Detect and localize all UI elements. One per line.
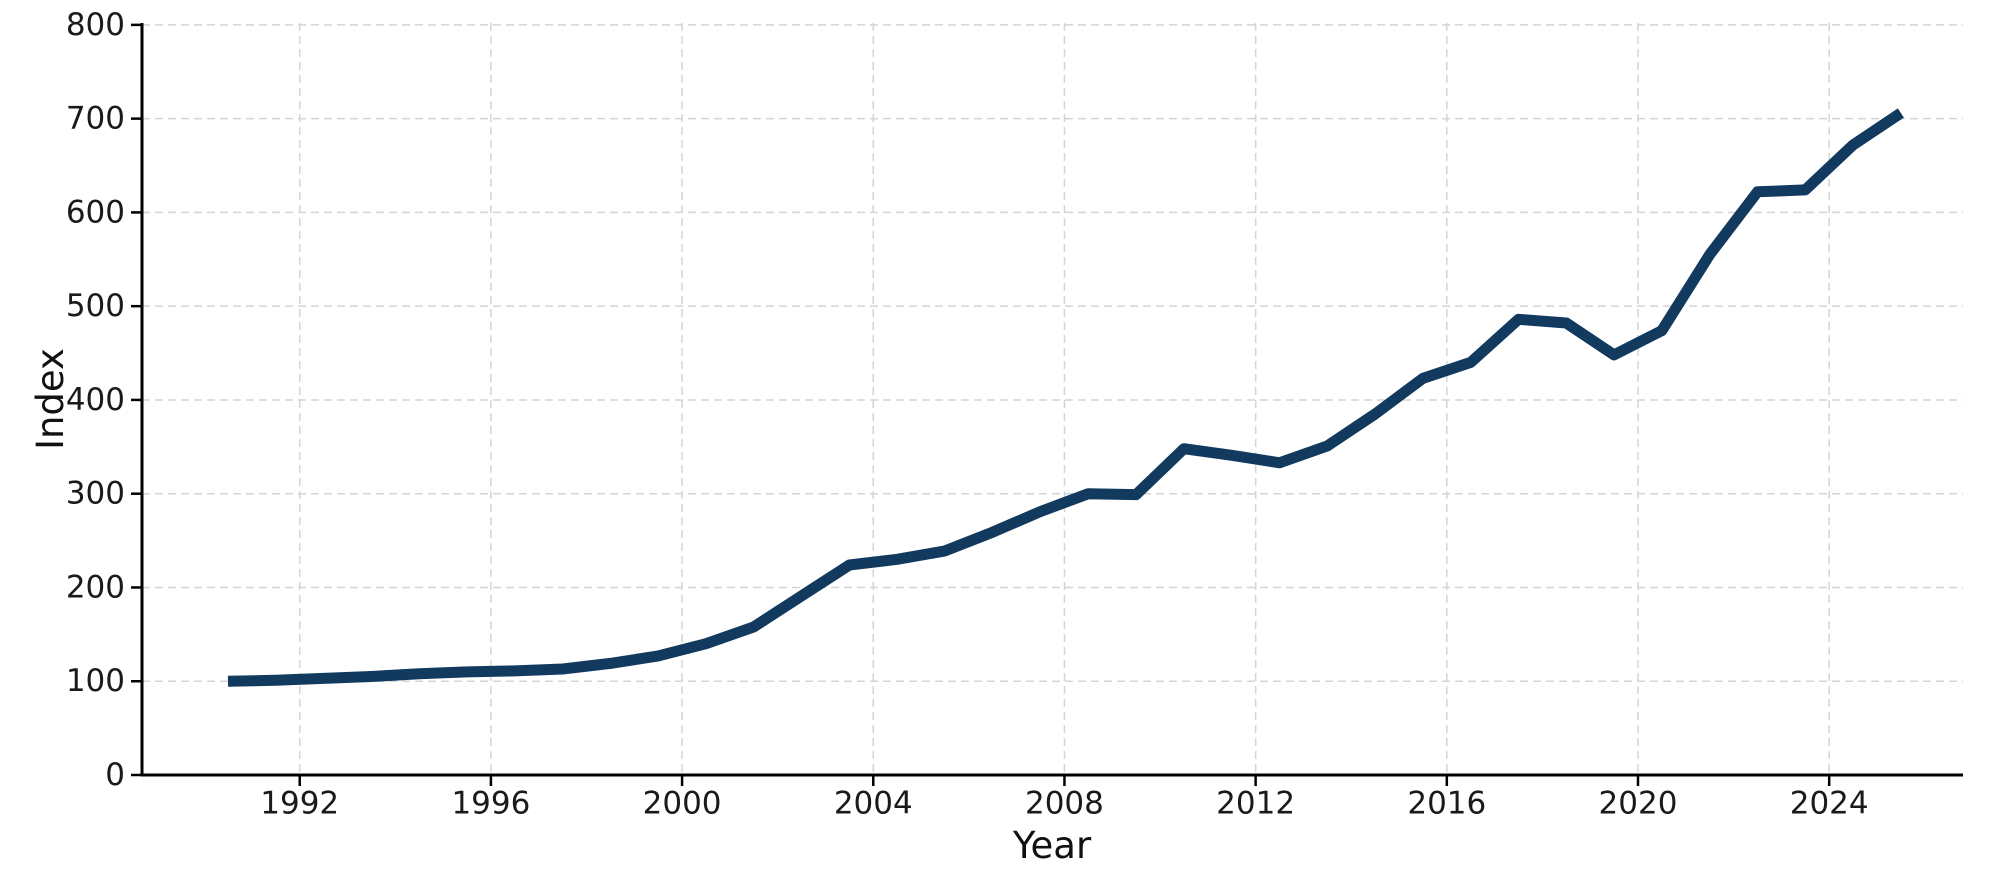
x-tick-label: 2020 xyxy=(1599,785,1678,821)
x-tick-label: 2008 xyxy=(1025,785,1104,821)
y-tick-label: 800 xyxy=(66,7,125,43)
y-tick-label: 200 xyxy=(66,569,125,605)
x-tick-label: 2004 xyxy=(834,785,913,821)
x-tick-label: 1992 xyxy=(260,785,339,821)
x-axis-label: Year xyxy=(1012,824,1092,867)
y-tick-label: 600 xyxy=(66,194,125,230)
x-tick-label: 2000 xyxy=(643,785,722,821)
x-tick-label: 1996 xyxy=(451,785,530,821)
trend-line xyxy=(227,108,1904,687)
y-tick-label: 100 xyxy=(66,663,125,699)
x-tick-label: 2024 xyxy=(1790,785,1869,821)
y-tick-label: 300 xyxy=(66,476,125,512)
y-tick-label: 700 xyxy=(66,101,125,137)
y-tick-label: 500 xyxy=(66,288,125,324)
x-tick-label: 2012 xyxy=(1216,785,1295,821)
y-tick-label: 0 xyxy=(105,757,125,793)
x-tick-label: 2016 xyxy=(1407,785,1486,821)
y-tick-label: 400 xyxy=(66,382,125,418)
